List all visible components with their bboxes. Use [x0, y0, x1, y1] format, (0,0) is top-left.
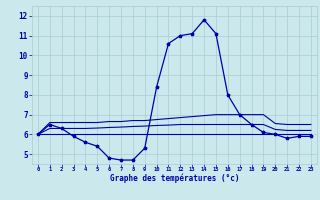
X-axis label: Graphe des températures (°c): Graphe des températures (°c) [110, 174, 239, 183]
